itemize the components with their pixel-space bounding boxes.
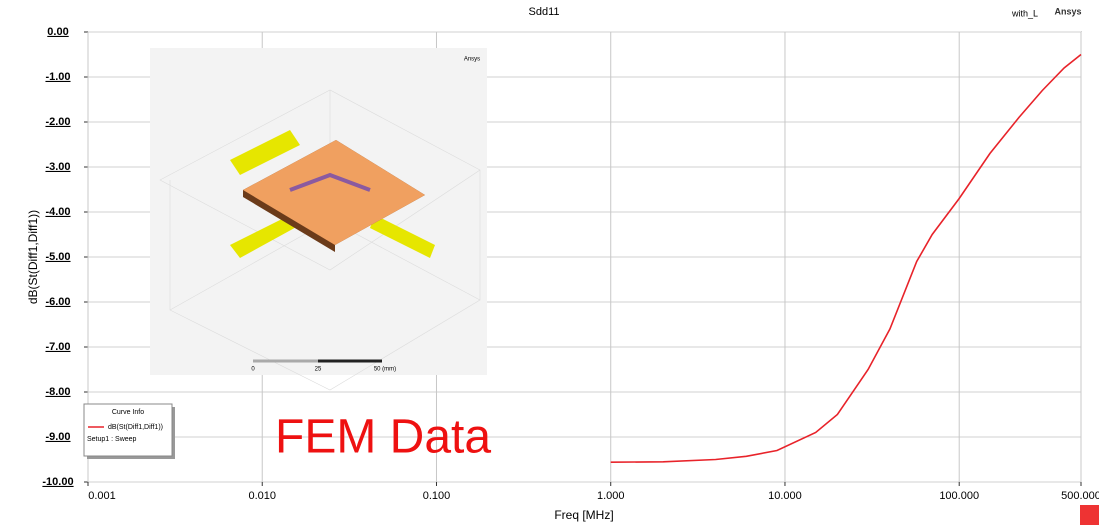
inset-brand: Ansys (464, 57, 480, 63)
y-axis-label: dB(St(Diff1,Diff1)) (26, 210, 40, 304)
corner-mark (1080, 505, 1099, 525)
design-label: with_L (1011, 8, 1038, 18)
y-tick-label: -9.00 (45, 431, 70, 443)
chart: Sdd11 with_L Ansys Freq [MHz] dB(St(Diff… (0, 0, 1099, 527)
y-tick-label: -6.00 (45, 296, 70, 308)
x-tick-label: 0.001 (88, 490, 116, 502)
scale-label: 25 (315, 367, 322, 373)
series-line (611, 55, 1081, 463)
y-tick-label: 0.00 (47, 26, 68, 38)
y-tick-label: -4.00 (45, 206, 70, 218)
y-tick-label: -10.00 (42, 476, 73, 488)
y-tick-label: -2.00 (45, 116, 70, 128)
y-tick-label: -1.00 (45, 71, 70, 83)
inset-image: Ansys 0 25 50 (mm) (150, 48, 487, 390)
y-tick-label: -3.00 (45, 161, 70, 173)
x-tick-label: 0.010 (248, 490, 276, 502)
overlay-label: FEM Data (275, 411, 491, 464)
x-tick-label: 10.000 (768, 490, 802, 502)
chart-title: Sdd11 (529, 6, 560, 18)
x-tick-label: 100.000 (939, 490, 979, 502)
x-axis-label: Freq [MHz] (554, 508, 613, 522)
legend-setup: Setup1 : Sweep (87, 436, 137, 443)
legend-entry: dB(St(Diff1,Diff1)) (108, 424, 163, 431)
scale-label: 50 (mm) (374, 367, 396, 373)
x-tick-label: 0.100 (423, 490, 451, 502)
x-tick-label: 1.000 (597, 490, 625, 502)
y-tick-label: -5.00 (45, 251, 70, 263)
brand: Ansys (1054, 6, 1081, 16)
plot (611, 55, 1081, 463)
x-tick-label: 500.000 (1061, 490, 1099, 502)
legend-title: Curve Info (112, 409, 144, 416)
page: Sdd11 with_L Ansys Freq [MHz] dB(St(Diff… (0, 0, 1099, 527)
y-tick-label: -8.00 (45, 386, 70, 398)
y-tick-label: -7.00 (45, 341, 70, 353)
